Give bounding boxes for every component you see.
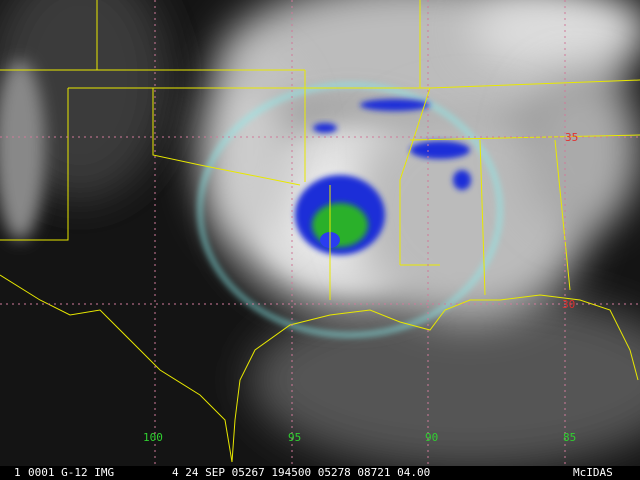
brand: McIDAS bbox=[573, 466, 613, 479]
clouds bbox=[0, 0, 640, 470]
grid bbox=[0, 0, 640, 466]
longitude-label: 100 bbox=[143, 431, 163, 444]
longitude-label: 95 bbox=[288, 431, 301, 444]
state-borders bbox=[0, 0, 640, 463]
latitude-label: 35 bbox=[565, 131, 578, 144]
frame-number: 1 bbox=[14, 466, 21, 479]
longitude-label: 90 bbox=[425, 431, 438, 444]
image-info: 4 24 SEP 05267 194500 05278 08721 04.00 bbox=[172, 466, 430, 479]
longitude-label: 85 bbox=[563, 431, 576, 444]
status-bar bbox=[0, 466, 640, 480]
latitude-label: 30 bbox=[562, 298, 575, 311]
image-source: 0001 G-12 IMG bbox=[28, 466, 114, 479]
